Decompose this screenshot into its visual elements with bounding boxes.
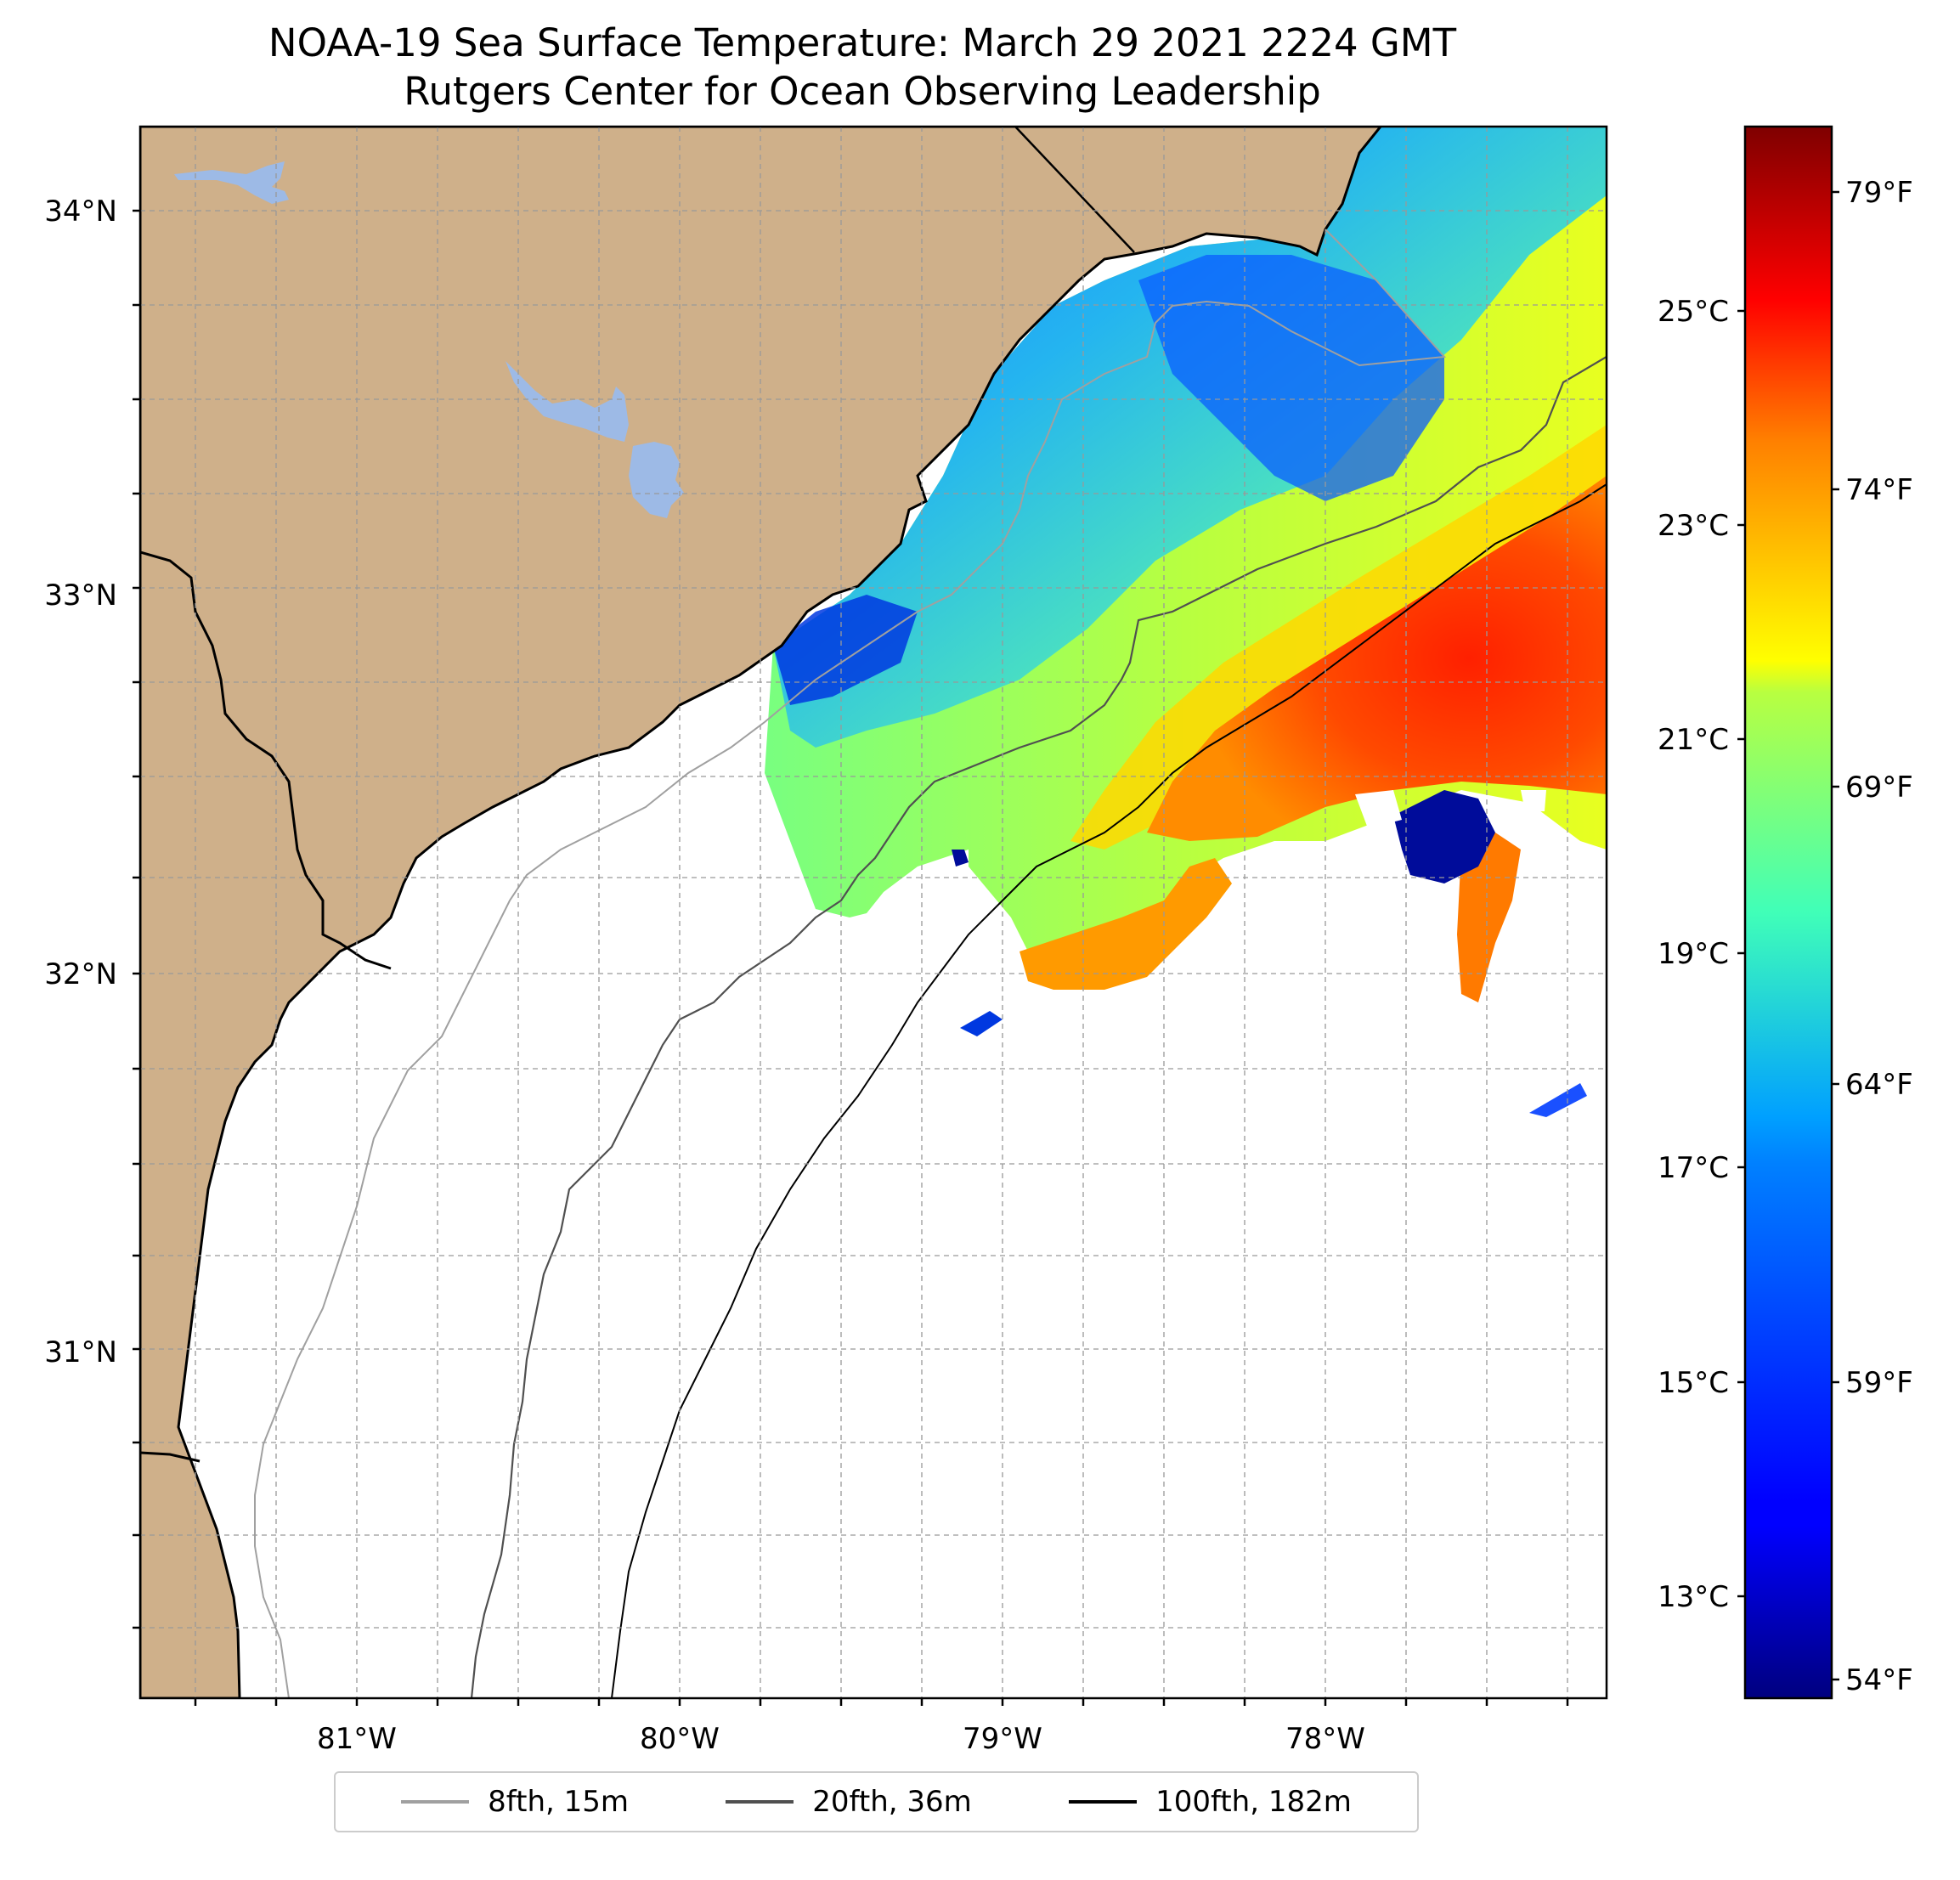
lon-label: 80°W <box>640 1722 720 1756</box>
sst-swath <box>765 127 1607 1117</box>
fahrenheit-label: 74°F <box>1845 473 1913 507</box>
isobath-8fth <box>254 229 1447 1698</box>
title-line-1: NOAA-19 Sea Surface Temperature: March 2… <box>268 20 1457 65</box>
fahrenheit-label: 79°F <box>1845 176 1913 210</box>
legend-swatch <box>401 1800 470 1804</box>
celsius-label: 21°C <box>1658 723 1729 757</box>
colorbar-labels-c: 25°C 23°C 21°C 19°C 17°C 15°C 13°C <box>1658 295 1729 1614</box>
colorbar <box>1743 125 1833 1700</box>
lat-label: 31°N <box>44 1335 117 1369</box>
colorbar-ticks-f <box>1832 190 1839 1681</box>
legend-label: 100fth, 182m <box>1155 1785 1352 1819</box>
celsius-label: 23°C <box>1658 509 1729 543</box>
lake-marion <box>506 361 629 442</box>
lake-marion-north <box>174 161 289 204</box>
legend-swatch <box>726 1800 794 1804</box>
axis-ticks <box>133 209 1569 1706</box>
legend-item-8fth: 8fth, 15m <box>401 1785 629 1819</box>
fahrenheit-label: 59°F <box>1845 1366 1913 1400</box>
title-line-2: Rutgers Center for Ocean Observing Leade… <box>404 69 1321 114</box>
lat-labels: 34°N 33°N 32°N 31°N <box>44 195 117 1369</box>
lon-label: 81°W <box>317 1722 397 1756</box>
legend-item-20fth: 20fth, 36m <box>726 1785 972 1819</box>
isobath-20fth <box>470 356 1607 1698</box>
fahrenheit-label: 54°F <box>1845 1663 1913 1697</box>
state-border-sc-ga <box>140 550 392 970</box>
legend-item-100fth: 100fth, 182m <box>1069 1785 1352 1819</box>
colorbar-labels-f: 79°F 74°F 69°F 64°F 59°F 54°F <box>1845 176 1913 1697</box>
lat-label: 32°N <box>44 957 117 991</box>
celsius-label: 13°C <box>1658 1580 1729 1614</box>
isobath-legend: 8fth, 15m 20fth, 36m 100fth, 182m <box>334 1771 1419 1832</box>
gridlines <box>140 127 1607 1698</box>
chart-title: NOAA-19 Sea Surface Temperature: March 2… <box>0 19 1725 116</box>
lake-moultrie <box>629 442 684 518</box>
legend-label: 20fth, 36m <box>812 1785 972 1819</box>
legend-label: 8fth, 15m <box>488 1785 630 1819</box>
celsius-label: 15°C <box>1658 1366 1729 1400</box>
fahrenheit-label: 69°F <box>1845 771 1913 805</box>
lon-labels: 81°W 80°W 79°W 78°W <box>317 1722 1365 1756</box>
lat-label: 34°N <box>44 195 117 229</box>
isobath-100fth <box>611 483 1607 1698</box>
celsius-label: 19°C <box>1658 937 1729 971</box>
lon-label: 79°W <box>963 1722 1042 1756</box>
state-border-ga-fl <box>140 1451 201 1463</box>
fahrenheit-label: 64°F <box>1845 1068 1913 1102</box>
celsius-label: 25°C <box>1658 295 1729 329</box>
lon-label: 78°W <box>1285 1722 1365 1756</box>
map-frame <box>138 125 1608 1700</box>
state-border-nc-sc <box>1014 127 1135 253</box>
lat-label: 33°N <box>44 579 117 613</box>
colorbar-ticks-c <box>1737 309 1745 1598</box>
map-area <box>140 127 1607 1698</box>
celsius-label: 17°C <box>1658 1151 1729 1185</box>
legend-swatch <box>1069 1800 1138 1804</box>
